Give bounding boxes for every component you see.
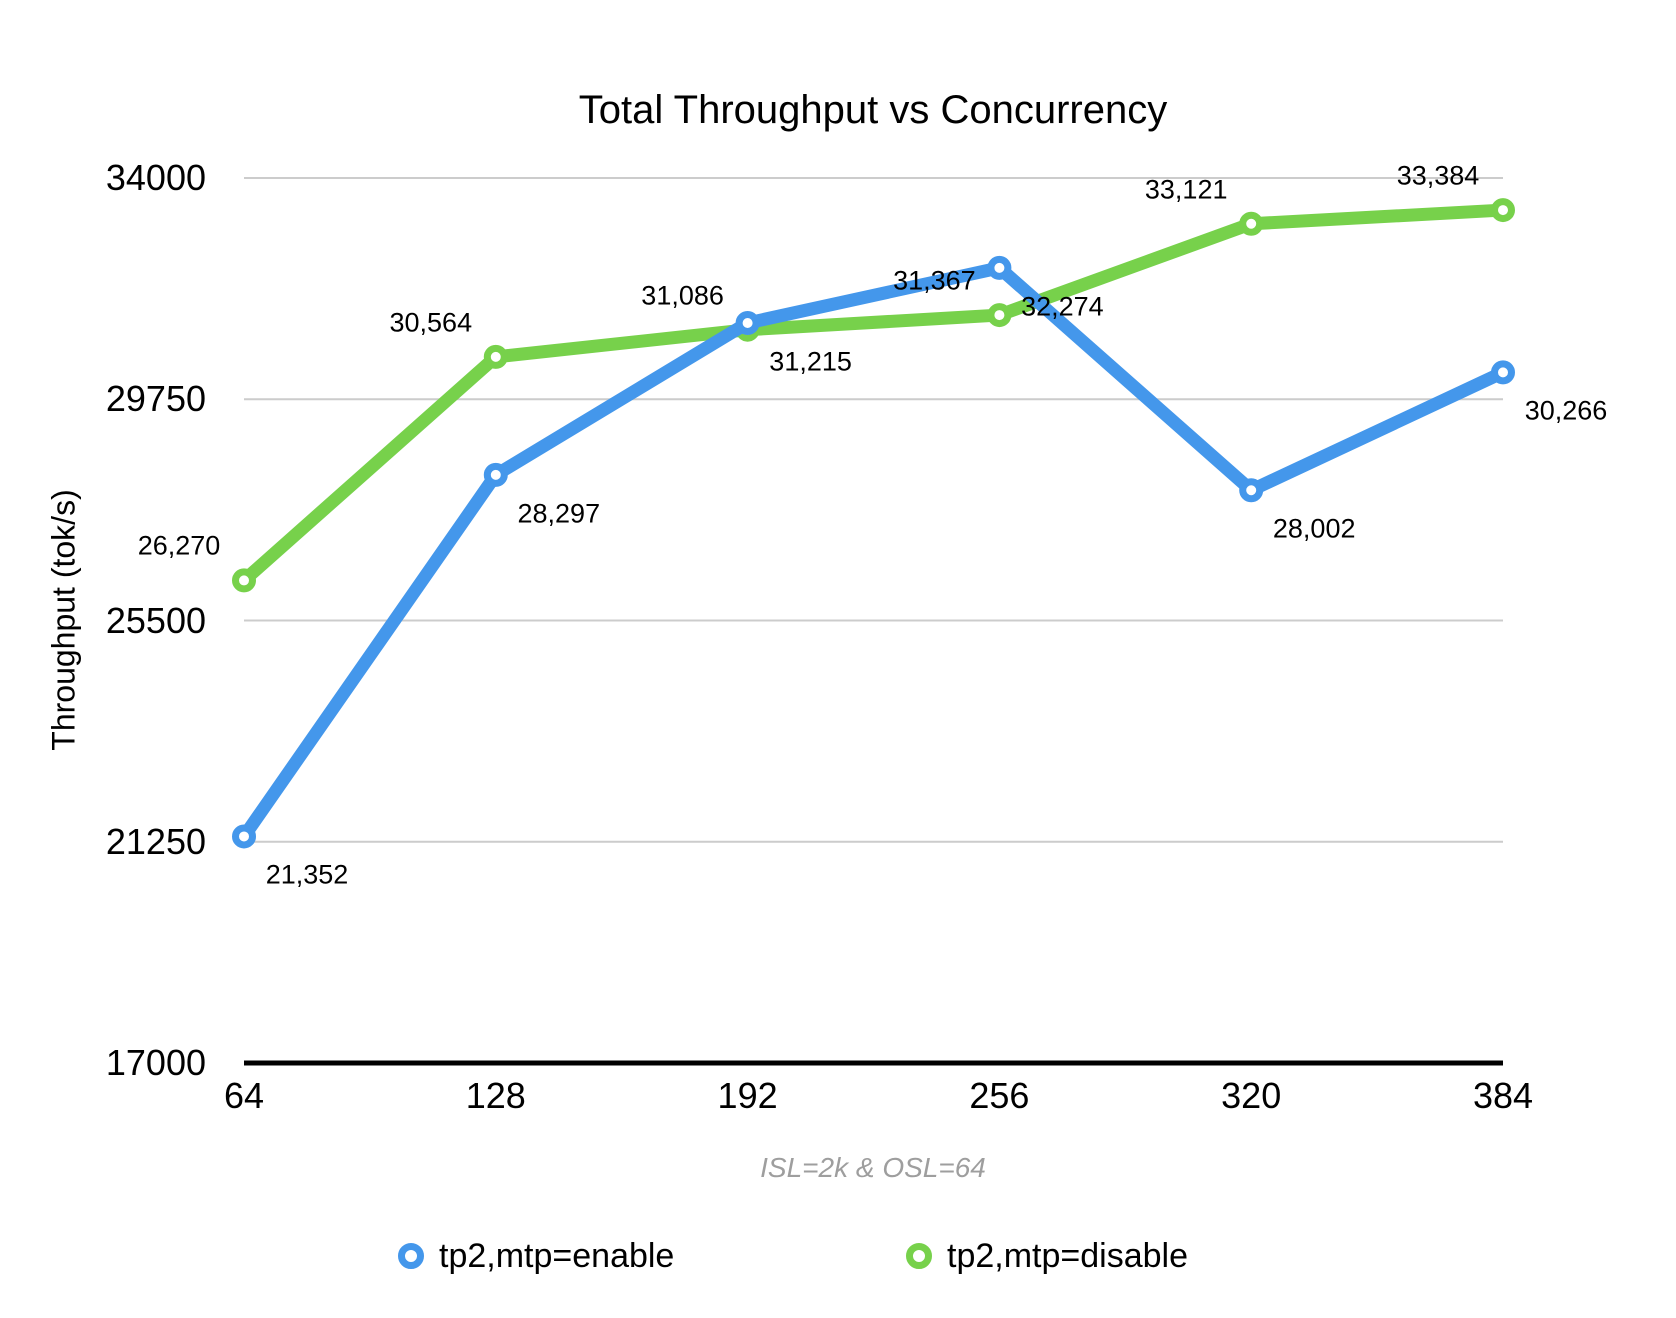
- point-marker-tp2,mtp=disable-256: [987, 303, 1012, 328]
- point-marker-tp2,mtp=enable-384: [1491, 360, 1515, 385]
- chart-title: Total Throughput vs Concurrency: [578, 88, 1168, 132]
- x-tick-label: 128: [465, 1075, 526, 1116]
- point-marker-tp2,mtp=disable-64: [232, 568, 256, 593]
- legend-label-enable: tp2,mtp=enable: [439, 1237, 675, 1275]
- x-axis-note: ISL=2k & OSL=64: [760, 1152, 986, 1183]
- x-tick-label: 192: [717, 1075, 778, 1116]
- legend-item-enable: tp2,mtp=enable: [398, 1234, 674, 1278]
- data-label-tp2,mtp=enable-320: 28,002: [1272, 513, 1356, 544]
- y-tick-label: 29750: [105, 378, 206, 420]
- x-tick-label: 64: [223, 1075, 265, 1116]
- point-marker-tp2,mtp=disable-128: [483, 344, 508, 369]
- data-label-tp2,mtp=disable-256: 31,367: [893, 265, 976, 296]
- legend-marker-disable-icon: [906, 1243, 932, 1269]
- point-marker-tp2,mtp=enable-320: [1239, 478, 1264, 503]
- y-tick-label: 34000: [105, 157, 206, 198]
- y-tick-label: 25500: [105, 599, 206, 641]
- legend: tp2,mtp=enable tp2,mtp=disable: [0, 1234, 1676, 1284]
- data-label-tp2,mtp=enable-256: 32,274: [1021, 291, 1104, 322]
- y-tick-label: 17000: [105, 1042, 206, 1083]
- series-line-tp2,mtp=disable: [237, 203, 1510, 587]
- y-tick-label: 21250: [105, 820, 206, 862]
- data-label-tp2,mtp=disable-64: 26,270: [137, 530, 221, 561]
- data-label-tp2,mtp=disable-192: 31,086: [641, 280, 724, 311]
- data-label-tp2,mtp=disable-128: 30,564: [389, 307, 473, 338]
- legend-marker-enable-icon: [398, 1243, 424, 1269]
- data-label-tp2,mtp=enable-128: 28,297: [517, 498, 601, 529]
- legend-item-disable: tp2,mtp=disable: [906, 1234, 1188, 1278]
- data-label-tp2,mtp=disable-320: 33,121: [1144, 174, 1228, 205]
- x-tick-label: 320: [1221, 1075, 1282, 1116]
- point-marker-tp2,mtp=disable-384: [1491, 198, 1515, 223]
- point-marker-tp2,mtp=enable-64: [232, 824, 256, 849]
- data-label-tp2,mtp=enable-384: 30,266: [1524, 395, 1608, 426]
- data-label-tp2,mtp=enable-192: 31,215: [769, 346, 852, 377]
- data-label-tp2,mtp=disable-384: 33,384: [1396, 160, 1480, 191]
- data-label-tp2,mtp=enable-64: 21,352: [265, 859, 349, 890]
- point-marker-tp2,mtp=enable-256: [987, 255, 1012, 280]
- point-marker-tp2,mtp=enable-192: [735, 310, 760, 335]
- legend-label-disable: tp2,mtp=disable: [947, 1237, 1188, 1275]
- point-marker-tp2,mtp=disable-320: [1239, 211, 1264, 236]
- x-tick-label: 384: [1472, 1075, 1534, 1116]
- series-line-tp2,mtp=enable: [237, 261, 1510, 843]
- point-marker-tp2,mtp=enable-128: [483, 462, 508, 487]
- x-tick-label: 256: [969, 1075, 1030, 1116]
